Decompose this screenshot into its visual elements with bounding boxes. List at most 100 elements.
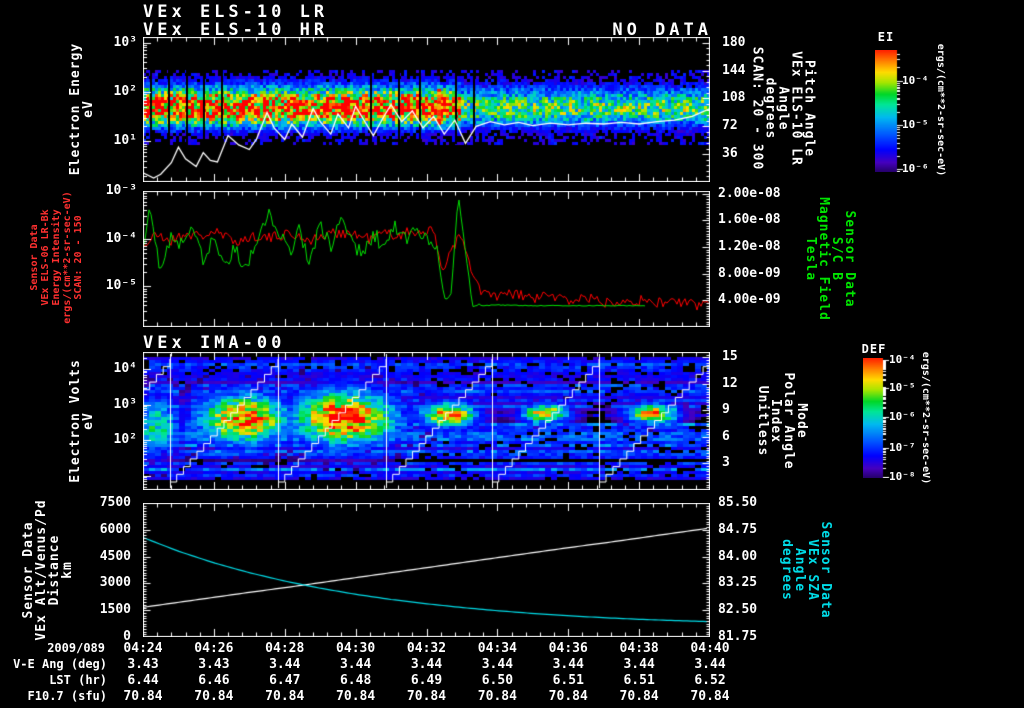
table-value: 70.84: [265, 689, 305, 704]
table-value: 70.84: [477, 689, 517, 704]
panel4-left-label: Sensor Data VEx Alt/Venus/Pd Distance km: [21, 499, 75, 641]
def-colorbar-tick: 10⁻⁷: [889, 441, 916, 454]
panel3-ytick: 10⁴: [113, 360, 137, 376]
table-value: 3.44: [269, 657, 301, 672]
table-value: 3.44: [694, 657, 726, 672]
time-label: 04:26: [194, 641, 234, 656]
panel4-right-label: Sensor Data VEx SZA Angle degrees: [779, 521, 833, 619]
panel1-ytick: 10¹: [113, 133, 137, 149]
ei-colorbar-title: EI: [877, 30, 895, 44]
ei-colorbar-tick: 10⁻⁵: [902, 118, 929, 132]
row-label-lst: LST (hr): [49, 673, 107, 687]
table-value: 70.84: [548, 689, 588, 704]
table-value: 3.44: [481, 657, 514, 672]
panel2-right-label: Sensor Data S/C B Magnetic Field Tesla: [803, 197, 857, 321]
panel1-right-tick: 36: [722, 146, 738, 162]
def-colorbar-tick: 10⁻⁶: [889, 409, 916, 423]
panel2-right-tick: 1.60e-08: [718, 212, 781, 228]
panel3-right-tick: 15: [722, 349, 738, 365]
panel2-right-tick: 4.00e-09: [718, 292, 781, 308]
panel3-right-tick: 3: [722, 455, 730, 471]
table-value: 70.84: [123, 689, 163, 704]
table-value: 70.84: [690, 689, 730, 704]
panel3-right-tick: 9: [722, 402, 730, 418]
panel1-right-tick: 180: [722, 34, 746, 50]
ei-colorbar-tick: 10⁻⁴: [902, 73, 929, 87]
panel3-right-tick: 6: [722, 428, 730, 444]
panel4-right-tick: 84.75: [718, 521, 758, 537]
intensity-bfield-plot: [143, 191, 710, 327]
table-value: 6.47: [269, 673, 301, 688]
panel4-right-tick: 82.50: [718, 602, 758, 618]
panel3-right-tick: 12: [722, 375, 738, 391]
panel3-ytick: 10³: [113, 396, 137, 412]
table-value: 6.51: [623, 673, 655, 688]
no-data-label: NO DATA: [612, 20, 712, 40]
ima00-spectrogram-plot: [143, 352, 710, 490]
panel4-ytick: 1500: [99, 602, 131, 618]
time-label: 04:34: [477, 641, 517, 656]
panel4-ytick: 3000: [99, 575, 131, 591]
panel2-left-label: Sensor Data VEx ELS-06 LR-Bk Energy Inte…: [29, 191, 84, 324]
table-value: 6.52: [694, 673, 726, 688]
table-value: 3.44: [339, 657, 372, 672]
time-label: 04:30: [336, 641, 376, 656]
panel4-right-tick: 81.75: [718, 629, 758, 644]
panel1-right-tick: 144: [722, 62, 746, 78]
time-label: 04:32: [406, 641, 447, 656]
table-value: 70.84: [194, 689, 234, 704]
panel1-ytick: 10³: [113, 34, 137, 50]
panel2-right-tick: 2.00e-08: [718, 185, 781, 201]
time-label: 04:28: [265, 641, 305, 656]
panel1-yaxis-label: Electron Energy eV: [68, 42, 96, 176]
table-value: 3.44: [410, 657, 443, 672]
time-label: 04:36: [548, 641, 588, 656]
time-label: 04:38: [619, 641, 659, 656]
table-value: 6.50: [481, 673, 514, 688]
table-value: 70.84: [406, 689, 447, 704]
panel4-right-tick: 83.25: [718, 575, 758, 591]
panel1-right-tick: 72: [722, 118, 738, 134]
def-colorbar-units: ergs/(cm**2-sr-sec-eV): [920, 351, 931, 485]
def-colorbar-tick: 10⁻⁵: [889, 381, 916, 394]
table-value: 6.51: [552, 673, 584, 688]
row-label-f107: F10.7 (sfu): [27, 689, 107, 703]
panel4-ytick: 0: [123, 629, 131, 644]
def-colorbar: [863, 358, 891, 478]
altitude-sza-plot: [143, 503, 710, 637]
time-label: 04:40: [690, 641, 730, 656]
panel2-ytick: 10⁻⁵: [105, 278, 137, 294]
ei-colorbar-tick: 10⁻⁶: [902, 161, 929, 175]
panel3-title: VEx IMA-00: [143, 333, 286, 353]
panel4-ytick: 7500: [99, 495, 131, 510]
panel3-right-label: Mode Polar Angle Index Unitless: [755, 372, 809, 470]
date-label: 2009/089: [47, 641, 105, 655]
table-value: 6.48: [339, 673, 372, 688]
table-value: 6.44: [127, 673, 159, 688]
table-value: 6.46: [198, 673, 230, 688]
panel1-title-hr: VEx ELS-10 HR: [143, 20, 329, 40]
table-value: 6.49: [410, 673, 443, 688]
table-value: 3.44: [623, 657, 655, 672]
table-value: 3.43: [127, 657, 159, 672]
panel2-ytick: 10⁻⁴: [105, 230, 137, 246]
table-value: 3.44: [552, 657, 584, 672]
row-label-ve-ang: V-E Ang (deg): [13, 657, 107, 671]
panel2-ytick: 10⁻³: [105, 183, 137, 198]
panel3-ytick: 10²: [113, 432, 137, 448]
panel1-title-lr: VEx ELS-10 LR: [143, 2, 329, 22]
table-value: 70.84: [336, 689, 376, 704]
def-colorbar-tick: 10⁻⁴: [889, 353, 916, 367]
ei-colorbar-units: ergs/(cm**2-sr-sec-eV): [935, 43, 946, 177]
panel4-right-tick: 84.00: [718, 548, 758, 564]
panel4-ytick: 4500: [99, 548, 131, 564]
els10-spectrogram-plot: [143, 37, 710, 182]
def-colorbar-title: DEF: [861, 342, 887, 356]
panel4-right-tick: 85.50: [718, 495, 758, 510]
panel2-right-tick: 8.00e-09: [718, 265, 781, 281]
table-value: 3.43: [198, 657, 230, 672]
table-value: 70.84: [619, 689, 659, 704]
time-label: 04:24: [123, 641, 163, 656]
panel4-ytick: 6000: [99, 521, 131, 537]
